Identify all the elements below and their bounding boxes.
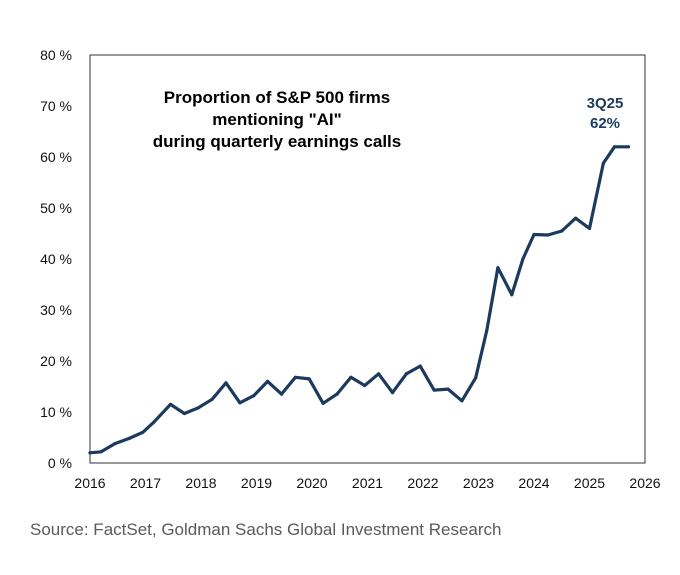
x-tick-label: 2021 xyxy=(352,475,383,491)
data-point xyxy=(532,232,536,237)
x-tick-label: 2017 xyxy=(130,475,161,491)
data-point xyxy=(349,375,353,379)
data-point xyxy=(293,375,297,379)
x-tick-label: 2025 xyxy=(574,475,605,491)
data-point xyxy=(196,406,200,410)
y-tick-label: 30 % xyxy=(40,302,72,318)
data-point xyxy=(182,411,186,416)
chart-title-line-2: mentioning "AI" xyxy=(212,110,341,129)
y-tick-label: 80 % xyxy=(40,47,72,63)
x-tick-label: 2024 xyxy=(518,475,549,491)
data-point xyxy=(335,392,339,396)
data-point xyxy=(210,397,214,401)
data-point xyxy=(446,387,450,391)
x-tick-label: 2016 xyxy=(74,475,105,491)
data-point xyxy=(127,436,131,441)
data-point xyxy=(307,377,311,381)
annotation-quarter-label: 3Q25 xyxy=(587,95,624,112)
data-points xyxy=(88,145,631,455)
series-line xyxy=(88,145,630,455)
x-axis: 2016 2017 2018 2019 2020 2021 2022 2023 2024 2025… xyxy=(74,475,660,491)
x-tick-label: 2023 xyxy=(463,475,494,491)
chart-title-line-1: Proportion of S&P 500 firms xyxy=(164,88,390,107)
data-point xyxy=(587,226,592,230)
data-point xyxy=(141,430,145,434)
data-point xyxy=(113,442,117,446)
chart-title-line-3: during quarterly earnings calls xyxy=(153,132,401,151)
data-point xyxy=(418,364,422,368)
data-point xyxy=(510,293,514,297)
data-point xyxy=(224,381,228,385)
data-point xyxy=(404,372,408,376)
source-note: Source: FactSet, Goldman Sachs Global In… xyxy=(30,520,502,539)
data-point xyxy=(168,402,173,406)
y-tick-label: 70 % xyxy=(40,98,72,114)
data-point xyxy=(99,450,103,454)
x-tick-label: 2022 xyxy=(407,475,438,491)
data-point xyxy=(474,376,478,380)
line-chart: 0 % 10 % 20 % 30 % 40 % 50 % 60 % 70 % 80 % 2016… xyxy=(40,47,661,491)
x-tick-label: 2026 xyxy=(629,475,660,491)
x-tick-label: 2020 xyxy=(296,475,327,491)
data-point xyxy=(377,372,381,376)
data-point xyxy=(496,266,500,270)
data-point xyxy=(574,216,578,220)
y-tick-label: 10 % xyxy=(40,404,72,420)
y-tick-label: 50 % xyxy=(40,200,72,216)
data-point xyxy=(612,145,617,149)
y-axis: 0 % 10 % 20 % 30 % 40 % 50 % 60 % 70 % 80 % xyxy=(40,47,72,471)
y-tick-label: 0 % xyxy=(48,455,72,471)
x-tick-label: 2019 xyxy=(241,475,272,491)
data-point xyxy=(88,451,92,455)
data-point xyxy=(152,420,156,424)
data-point xyxy=(626,145,631,149)
data-point xyxy=(363,383,367,388)
data-point xyxy=(266,379,270,383)
data-point xyxy=(485,328,489,332)
data-point xyxy=(252,394,256,398)
x-tick-label: 2018 xyxy=(185,475,216,491)
data-point xyxy=(238,401,242,405)
data-point xyxy=(560,229,564,233)
data-point xyxy=(279,392,284,396)
plot-frame xyxy=(89,54,646,464)
data-point xyxy=(460,399,464,403)
data-point xyxy=(321,401,325,405)
data-point xyxy=(546,233,550,237)
data-point xyxy=(521,257,525,261)
annotation-value-label: 62% xyxy=(590,115,620,132)
y-tick-label: 20 % xyxy=(40,353,72,369)
y-tick-label: 40 % xyxy=(40,251,72,267)
data-point xyxy=(390,391,395,395)
data-point xyxy=(601,161,606,165)
y-tick-label: 60 % xyxy=(40,149,72,165)
data-point xyxy=(432,388,436,392)
